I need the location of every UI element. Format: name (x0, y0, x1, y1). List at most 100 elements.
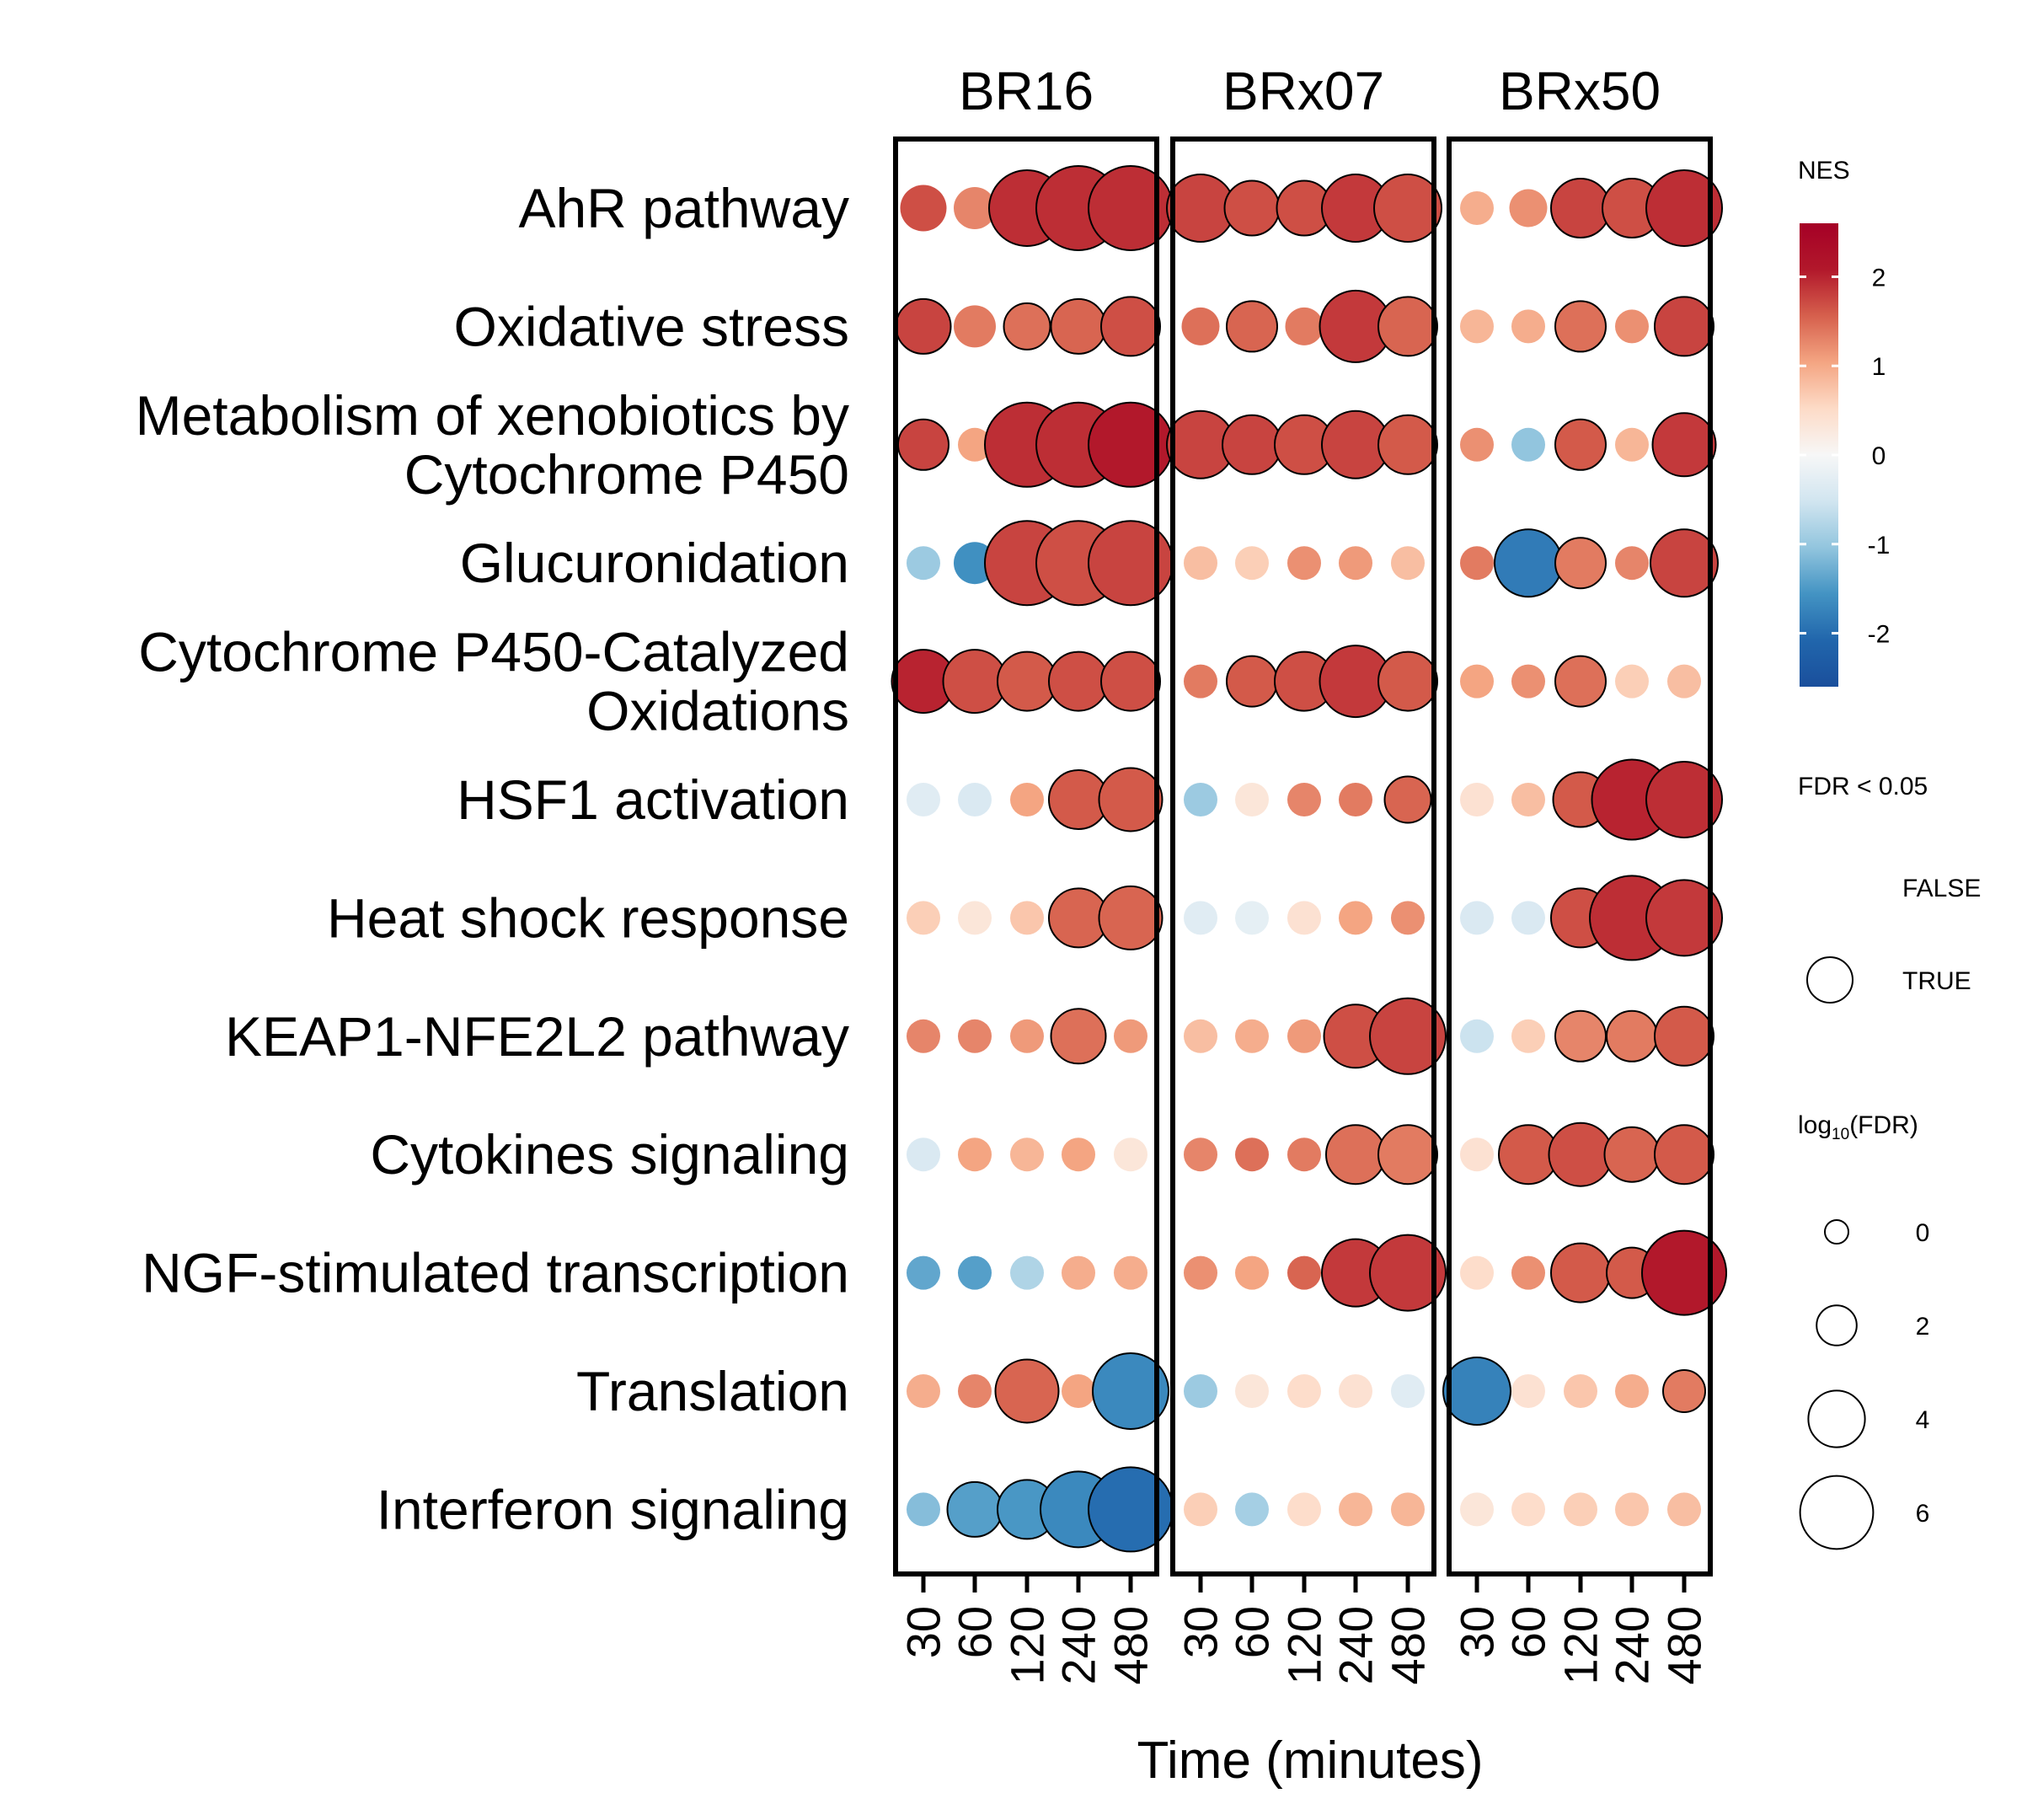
pathway-label: NGF-stimulated transcription (142, 1242, 849, 1304)
x-tick-label: 240 (1329, 1606, 1383, 1684)
pathway-label: Oxidative stress (454, 295, 849, 357)
dot (1391, 546, 1425, 581)
dot (907, 1492, 940, 1527)
dot (1184, 1492, 1217, 1527)
dot (1511, 1255, 1545, 1290)
dot (1460, 901, 1494, 935)
dot (1050, 1008, 1107, 1065)
dot (1181, 307, 1220, 345)
dot (1184, 1138, 1217, 1172)
dot (1554, 1009, 1607, 1063)
fdr-true-label: TRUE (1902, 967, 1971, 995)
x-tick-label: 240 (1606, 1606, 1659, 1684)
dot (1494, 528, 1563, 598)
x-tick-label: 60 (1226, 1606, 1279, 1658)
dot (1564, 1492, 1597, 1527)
dot (1615, 1374, 1649, 1408)
dot (1235, 1255, 1269, 1290)
dot (1554, 300, 1607, 353)
dot (1062, 1374, 1095, 1408)
dot (1088, 401, 1174, 488)
size-legend-label: 2 (1916, 1313, 1930, 1341)
panel-border (1170, 136, 1436, 1576)
dot (907, 1138, 940, 1172)
dot (1460, 309, 1494, 344)
nes-colorbar-label: -1 (1868, 532, 1891, 559)
dot (1645, 169, 1723, 247)
dot (1048, 650, 1109, 712)
x-tick-label: 480 (1658, 1606, 1711, 1684)
dot (1287, 1374, 1321, 1408)
dot (1062, 1255, 1095, 1290)
x-tick-label: 30 (897, 1606, 950, 1658)
dot (907, 1019, 940, 1053)
dot (1641, 1229, 1727, 1316)
dot (1369, 1234, 1447, 1312)
panel-title: BR16 (959, 61, 1094, 121)
dot (1184, 1255, 1217, 1290)
dot (1460, 191, 1494, 225)
size-legend: log10(FDR) 0 2 4 6 (1798, 1111, 1930, 1550)
dot (1100, 296, 1161, 357)
dot (1554, 655, 1607, 708)
dot (1098, 885, 1163, 950)
dot (1287, 1138, 1321, 1172)
dot (1460, 1255, 1494, 1290)
dot (1325, 1124, 1386, 1186)
dot (1088, 520, 1174, 607)
dot (907, 546, 940, 581)
dot (1548, 1121, 1613, 1187)
dot (1511, 783, 1545, 816)
dot (1184, 1019, 1217, 1053)
dot (1287, 1492, 1321, 1527)
x-tick-label: 60 (1502, 1606, 1555, 1658)
dot (1235, 1374, 1269, 1408)
panel-border (1447, 136, 1713, 1576)
nes-colorbar-label: 2 (1872, 264, 1886, 292)
dot (1615, 546, 1649, 581)
dot (958, 901, 992, 935)
panel-title: BRx07 (1222, 61, 1384, 121)
dot (907, 1374, 940, 1408)
size-legend-label: 0 (1916, 1219, 1930, 1247)
dot (1550, 1242, 1611, 1303)
dot (1554, 537, 1607, 590)
dot (1377, 1124, 1438, 1186)
fdr-legend-title: FDR < 0.05 (1798, 773, 1928, 800)
dot (1050, 297, 1107, 355)
dot (1184, 783, 1217, 816)
dot (1460, 783, 1494, 816)
dot (1377, 414, 1438, 475)
dot (1509, 189, 1548, 228)
dot (1010, 901, 1044, 935)
dot (1088, 1466, 1174, 1553)
dot (1650, 528, 1719, 598)
dot (1511, 427, 1545, 462)
dot (1010, 1255, 1044, 1290)
dot (1235, 901, 1269, 935)
dot (1377, 296, 1438, 357)
pathway-label: Metabolism of xenobiotics by Cytochrome P… (136, 384, 849, 506)
dot (1184, 901, 1217, 935)
pathway-label: Glucuronidation (460, 532, 849, 594)
dot (1654, 1005, 1714, 1067)
dot (1184, 1374, 1217, 1408)
dot (1615, 427, 1649, 462)
dot (954, 305, 996, 348)
x-tick-label: 30 (1174, 1606, 1228, 1658)
dot (1667, 664, 1701, 699)
dot (997, 650, 1057, 712)
pathway-label: HSF1 activation (457, 768, 849, 831)
dot (1114, 1138, 1147, 1172)
dot (1010, 1019, 1044, 1053)
dot (907, 1255, 940, 1290)
dot (958, 1138, 992, 1172)
dot (1339, 783, 1372, 816)
size-legend-key (1816, 1304, 1858, 1346)
dot (946, 1480, 1003, 1538)
size-legend-title: log10(FDR) (1798, 1111, 1918, 1143)
size-legend-key (1807, 1389, 1866, 1448)
